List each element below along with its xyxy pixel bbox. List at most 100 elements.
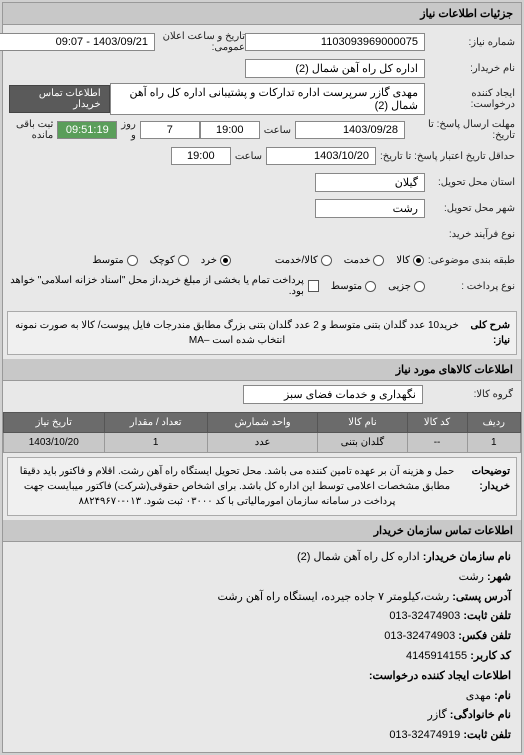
- label-payment: نوع پرداخت :: [425, 281, 515, 292]
- row-package-type: طبقه بندی موضوعی: کالا خدمت کالا/خدمت: [9, 249, 515, 271]
- general-desc-box: شرح کلی نیاز: خرید10 عدد گلدان بتنی متوس…: [7, 311, 517, 355]
- radio-dot-icon: [365, 281, 376, 292]
- radio-label-pm: متوسط: [331, 281, 362, 292]
- row-process-type: نوع فرآیند خرید:: [9, 223, 515, 245]
- field-province: گیلان: [315, 173, 425, 192]
- label-org: نام سازمان خریدار:: [423, 551, 511, 563]
- td-qty: 1: [104, 433, 207, 453]
- td-unit: عدد: [207, 433, 318, 453]
- row-validity: حداقل تاریخ اعتبار پاسخ: تا تاریخ: 1403/…: [9, 145, 515, 167]
- contact-header: اطلاعات تماس سازمان خریدار: [3, 520, 521, 542]
- label-province: استان محل تحویل:: [425, 177, 515, 188]
- checkbox-treasury[interactable]: [308, 280, 319, 292]
- th-row: ردیف: [467, 413, 520, 433]
- row-deadline: مهلت ارسال پاسخ: تا تاریخ: 1403/09/28 سا…: [9, 119, 515, 141]
- contact-family: نام خانوادگی: گازر: [13, 706, 511, 726]
- td-row: 1: [467, 433, 520, 453]
- field-city: رشت: [315, 199, 425, 218]
- label-buyer-notes: توضیحات خریدار:: [460, 464, 510, 509]
- value-postal: رشت،کیلومتر ۷ جاده جیرده، ایستگاه راه آه…: [217, 591, 449, 603]
- field-request-no: 1103093969000075: [245, 33, 425, 51]
- radio-label-jozi: جزیی: [388, 281, 411, 292]
- radio-label-khord: خرد: [201, 255, 217, 266]
- contact-fax: تلفن فکس: 32474903-013: [13, 627, 511, 647]
- radio-dot-icon: [127, 255, 138, 266]
- goods-table: ردیف کد کالا نام کالا واحد شمارش تعداد /…: [3, 412, 521, 453]
- row-goods-group: گروه کالا: نگهداری و خدمات فضای سبز: [3, 381, 521, 408]
- radio-khedmat[interactable]: خدمت: [344, 255, 385, 266]
- value-name: مهدی: [466, 690, 491, 702]
- contact-postal: آدرس پستی: رشت،کیلومتر ۷ جاده جیرده، ایس…: [13, 588, 511, 608]
- row-payment: نوع پرداخت : جزیی متوسط پرداخت تمام یا ب…: [9, 275, 515, 297]
- radio-group-payment: جزیی متوسط: [331, 281, 425, 292]
- value-phone: 32474903-013: [389, 610, 460, 622]
- contact-name: نام: مهدی: [13, 687, 511, 707]
- th-unit: واحد شمارش: [207, 413, 318, 433]
- row-buyer-name: نام خریدار: اداره کل راه آهن شمال (2): [9, 57, 515, 79]
- label-phone: تلفن ثابت:: [463, 610, 511, 622]
- contact-city: شهر: رشت: [13, 568, 511, 588]
- radio-group-package: کالا خدمت کالا/خدمت خرد کوچک: [92, 255, 424, 266]
- label-goods-group: گروه کالا:: [423, 389, 513, 400]
- label-day-word: روز و: [117, 119, 140, 141]
- radio-label-khedmat: خدمت: [344, 255, 371, 266]
- radio-pay-motavaset[interactable]: متوسط: [331, 281, 376, 292]
- radio-jozi[interactable]: جزیی: [388, 281, 425, 292]
- field-validity-time: 19:00: [171, 147, 231, 165]
- field-public-date: 1403/09/21 - 09:07: [0, 33, 155, 51]
- radio-kala-khedmat[interactable]: کالا/خدمت: [275, 255, 332, 266]
- label-ccity: شهر:: [487, 571, 511, 583]
- label-code: کد کاربر:: [470, 650, 511, 662]
- field-requester: مهدی گازر سرپرست اداره تدارکات و پشتیبان…: [110, 83, 425, 115]
- label-name: نام:: [494, 690, 511, 702]
- goods-header: اطلاعات کالاهای مورد نیاز: [3, 359, 521, 381]
- value-code: 4145914155: [406, 650, 467, 662]
- label-general-desc: شرح کلی نیاز:: [460, 318, 510, 348]
- table-header-row: ردیف کد کالا نام کالا واحد شمارش تعداد /…: [4, 413, 521, 433]
- table-row[interactable]: 1 -- گلدان بتنی عدد 1 1403/10/20: [4, 433, 521, 453]
- form-area: شماره نیاز: 1103093969000075 تاریخ و ساع…: [3, 25, 521, 307]
- radio-label-motavaset: متوسط: [92, 255, 123, 266]
- td-date: 1403/10/20: [4, 433, 105, 453]
- contact-phone: تلفن ثابت: 32474903-013: [13, 607, 511, 627]
- th-code: کد کالا: [407, 413, 467, 433]
- payment-note: پرداخت تمام یا بخشی از مبلغ خرید،از محل …: [9, 275, 308, 297]
- buyer-contact-button[interactable]: اطلاعات تماس خریدار: [9, 85, 110, 113]
- row-request-no: شماره نیاز: 1103093969000075 تاریخ و ساع…: [9, 31, 515, 53]
- contact-org: نام سازمان خریدار: اداره کل راه آهن شمال…: [13, 548, 511, 568]
- radio-koochak[interactable]: کوچک: [150, 255, 189, 266]
- radio-label-koochak: کوچک: [150, 255, 175, 266]
- label-remain: ثبت باقی مانده: [9, 119, 57, 141]
- th-qty: تعداد / مقدار: [104, 413, 207, 433]
- label-request-no: شماره نیاز:: [425, 37, 515, 48]
- radio-dot-icon: [178, 255, 189, 266]
- label-time-2: ساعت: [231, 151, 266, 162]
- field-validity-date: 1403/10/20: [266, 147, 376, 165]
- field-goods-group: نگهداری و خدمات فضای سبز: [243, 385, 423, 404]
- th-name: نام کالا: [318, 413, 407, 433]
- value-family: گازر: [428, 709, 447, 721]
- label-package-type: طبقه بندی موضوعی:: [424, 255, 515, 266]
- field-remain-time: 09:51:19: [57, 121, 117, 139]
- contact-code: کد کاربر: 4145914155: [13, 647, 511, 667]
- label-cphone: تلفن ثابت:: [463, 729, 511, 741]
- label-public-date: تاریخ و ساعت اعلان عمومی:: [155, 31, 245, 53]
- text-general-desc: خرید10 عدد گلدان بتنی متوسط و 2 عدد گلدا…: [14, 318, 460, 348]
- td-code: --: [407, 433, 467, 453]
- text-buyer-notes: حمل و هزینه آن بر عهده تامین کننده می با…: [14, 464, 460, 509]
- value-ccity: رشت: [459, 571, 484, 583]
- contact-cphone: تلفن ثابت: 32474919-013: [13, 726, 511, 746]
- contact-section: نام سازمان خریدار: اداره کل راه آهن شمال…: [3, 542, 521, 752]
- details-panel: جزئیات اطلاعات نیاز شماره نیاز: 11030939…: [2, 2, 522, 753]
- field-deadline-time: 19:00: [200, 121, 260, 139]
- row-requester: ایجاد کننده درخواست: مهدی گازر سرپرست اد…: [9, 83, 515, 115]
- field-deadline-date: 1403/09/28: [295, 121, 405, 139]
- value-org: اداره کل راه آهن شمال (2): [297, 551, 420, 563]
- label-city: شهر محل تحویل:: [425, 203, 515, 214]
- label-deadline: مهلت ارسال پاسخ: تا تاریخ:: [405, 119, 515, 141]
- row-province: استان محل تحویل: گیلان: [9, 171, 515, 193]
- radio-kala[interactable]: کالا: [396, 255, 424, 266]
- radio-motavaset[interactable]: متوسط: [92, 255, 137, 266]
- radio-dot-icon: [321, 255, 332, 266]
- radio-khord[interactable]: خرد: [201, 255, 231, 266]
